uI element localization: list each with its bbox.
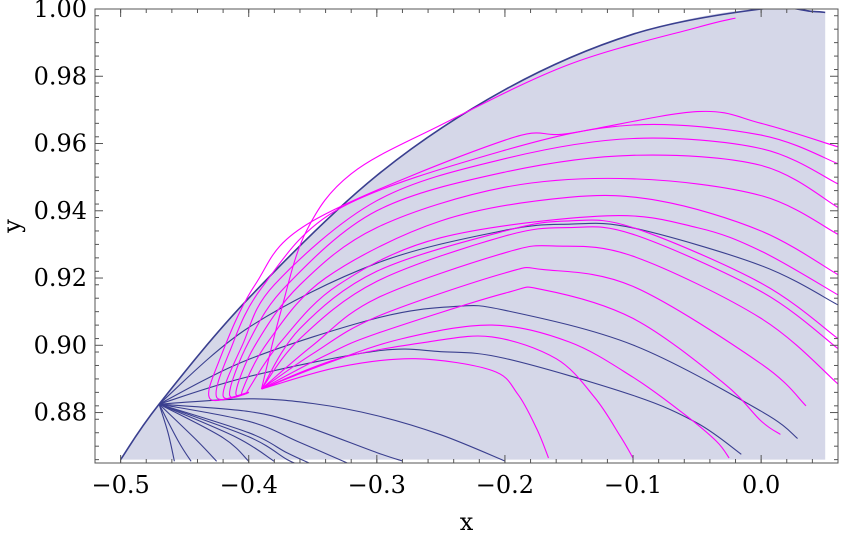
y-tick-label: 0.88 (34, 399, 87, 427)
x-tick-label: 0.0 (742, 471, 780, 499)
series-line-12 (158, 403, 192, 462)
series-line-23 (261, 226, 838, 390)
series-line-13 (158, 403, 175, 462)
y-tick-label: 0.90 (34, 331, 87, 359)
series-line-21 (245, 215, 838, 395)
series-line-10 (158, 403, 250, 462)
series-line-26 (261, 286, 781, 435)
series-line-24 (261, 245, 838, 390)
ticks-layer: −0.5 −0.4 −0.3 −0.2 −0.1 0.0 0.88 0.90 0.92 0.94 0… (34, 0, 839, 499)
shaded-region (120, 9, 826, 460)
series-line-6 (158, 403, 349, 463)
series-line-29 (261, 358, 550, 459)
series-line-28 (261, 335, 634, 459)
series-line-2 (158, 304, 798, 439)
x-tick-label: −0.5 (91, 471, 149, 499)
series-line-19 (235, 177, 838, 397)
series-line-16 (215, 123, 838, 401)
y-tick-label: 0.94 (34, 197, 87, 225)
series-line-3 (158, 348, 742, 455)
y-tick-label: 0.98 (34, 62, 87, 90)
x-tick-label: −0.4 (220, 471, 278, 499)
series-line-8 (158, 403, 296, 463)
y-axis-label: y (0, 219, 26, 234)
series-line-0 (119, 9, 826, 461)
series-line-4 (159, 398, 506, 462)
series-line-9 (158, 403, 275, 462)
series-line-7 (158, 403, 311, 463)
series-line-14 (260, 17, 736, 390)
series-line-1 (158, 222, 838, 405)
x-tick-label: −0.1 (604, 471, 662, 499)
y-tick-label: 1.00 (34, 0, 87, 23)
y-tick-label: 0.92 (34, 264, 87, 292)
series-line-5 (159, 403, 403, 462)
series-line-22 (261, 219, 838, 390)
series-line-20 (241, 194, 838, 396)
series-line-11 (158, 403, 218, 462)
series-line-17 (222, 137, 838, 400)
series-line-18 (228, 154, 838, 398)
series-line-25 (261, 266, 807, 407)
y-tick-label: 0.96 (34, 130, 87, 158)
x-tick-label: −0.2 (476, 471, 534, 499)
x-axis-label: x (460, 508, 474, 536)
series-line-15 (208, 110, 838, 401)
x-tick-label: −0.3 (348, 471, 406, 499)
series-layer (119, 9, 838, 463)
plot-frame (94, 8, 839, 464)
